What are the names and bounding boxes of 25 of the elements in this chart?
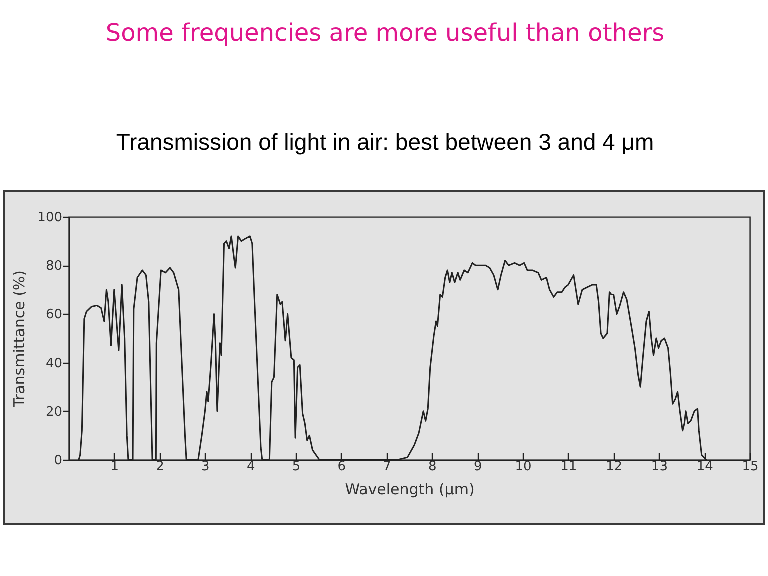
x-tick-label: 4 [246, 460, 256, 474]
x-tick-label: 11 [560, 460, 578, 474]
y-tick-label: 100 [38, 210, 62, 226]
x-tick-label: 12 [606, 460, 623, 474]
x-tick-label: 13 [651, 460, 668, 474]
x-axis-title: Wavelength (μm) [345, 480, 475, 498]
y-axis-title: Transmittance (%) [10, 270, 29, 409]
x-tick-label: 9 [474, 460, 482, 474]
y-tick-label: 40 [46, 356, 62, 372]
x-tick-label: 10 [515, 460, 532, 474]
x-tick-label: 14 [696, 460, 714, 474]
x-tick-label: 6 [338, 460, 346, 474]
y-tick-label: 60 [46, 308, 62, 323]
x-tick-label: 7 [383, 460, 392, 474]
x-tick-label: 15 [742, 460, 759, 474]
y-tick-label: 80 [46, 259, 62, 274]
y-tick-label: 0 [54, 454, 62, 468]
chart-subtitle: Transmission of light in air: best between 3 and 4 μm [116, 129, 654, 155]
x-tick-label: 1 [110, 460, 120, 474]
y-tick-label: 20 [46, 404, 62, 420]
chart-title: Some frequencies are more useful than others [106, 19, 665, 47]
x-tick-label: 3 [202, 460, 210, 474]
x-tick-label: 5 [292, 460, 301, 474]
x-tick-label: 8 [428, 460, 437, 474]
x-tick-label: 2 [156, 460, 164, 474]
